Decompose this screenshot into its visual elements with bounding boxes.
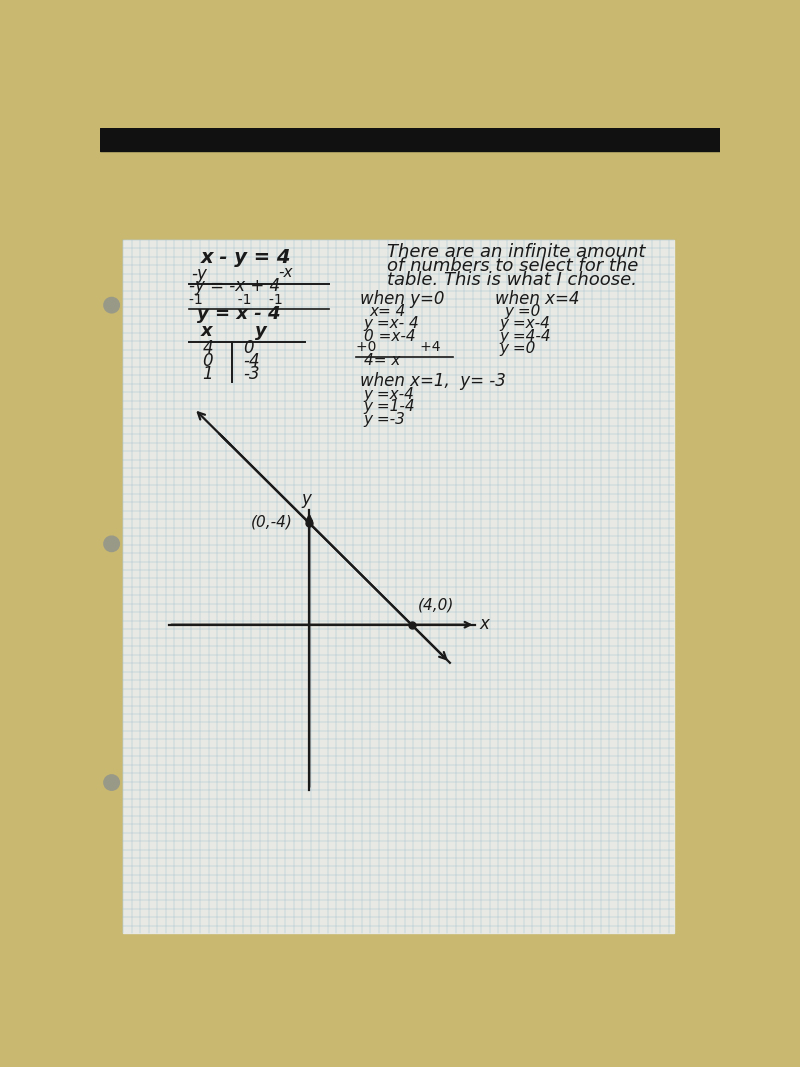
Text: when x=4: when x=4 [495,289,580,307]
Text: y: y [255,322,266,340]
Circle shape [104,536,119,552]
Text: 0: 0 [202,352,213,370]
Text: x= 4: x= 4 [370,304,406,319]
Text: -4: -4 [243,352,260,370]
Text: (4,0): (4,0) [418,598,454,612]
Text: when y=0: when y=0 [360,289,444,307]
Text: 4: 4 [202,339,213,356]
Text: 0 =x-4: 0 =x-4 [363,329,415,344]
Circle shape [104,298,119,313]
Text: table. This is what I choose.: table. This is what I choose. [386,271,637,289]
Bar [123,240,674,933]
Text: y =4-4: y =4-4 [499,329,550,344]
Text: y = x - 4: y = x - 4 [197,305,280,323]
Text: y =x- 4: y =x- 4 [363,316,419,331]
Text: y =x-4: y =x-4 [499,316,550,331]
Text: of numbers to select for the: of numbers to select for the [386,257,638,275]
Text: y =-3: y =-3 [363,412,406,427]
Text: -x: -x [278,265,293,280]
Text: -3: -3 [243,365,260,383]
Text: y =x-4: y =x-4 [363,387,414,402]
Text: -1        -1    -1: -1 -1 -1 [189,292,283,306]
Text: x: x [201,322,212,340]
Text: 1: 1 [202,365,213,383]
Circle shape [104,775,119,791]
Text: y =0: y =0 [499,340,535,356]
Text: y =0: y =0 [505,304,541,319]
Text: There are an infinite amount: There are an infinite amount [386,243,645,261]
Text: (0,-4): (0,-4) [251,515,293,530]
Text: -y = -x + 4: -y = -x + 4 [189,277,280,296]
Text: +0          +4: +0 +4 [356,340,440,354]
Bar [100,128,720,152]
Text: y: y [302,490,311,508]
Text: 4= x: 4= x [363,353,400,368]
Text: when x=1,  y= -3: when x=1, y= -3 [360,372,506,391]
Text: x - y = 4: x - y = 4 [201,248,291,267]
Text: x: x [479,615,490,633]
Text: -y: -y [191,265,207,283]
Text: 0: 0 [243,339,254,356]
Text: y =1-4: y =1-4 [363,399,415,414]
